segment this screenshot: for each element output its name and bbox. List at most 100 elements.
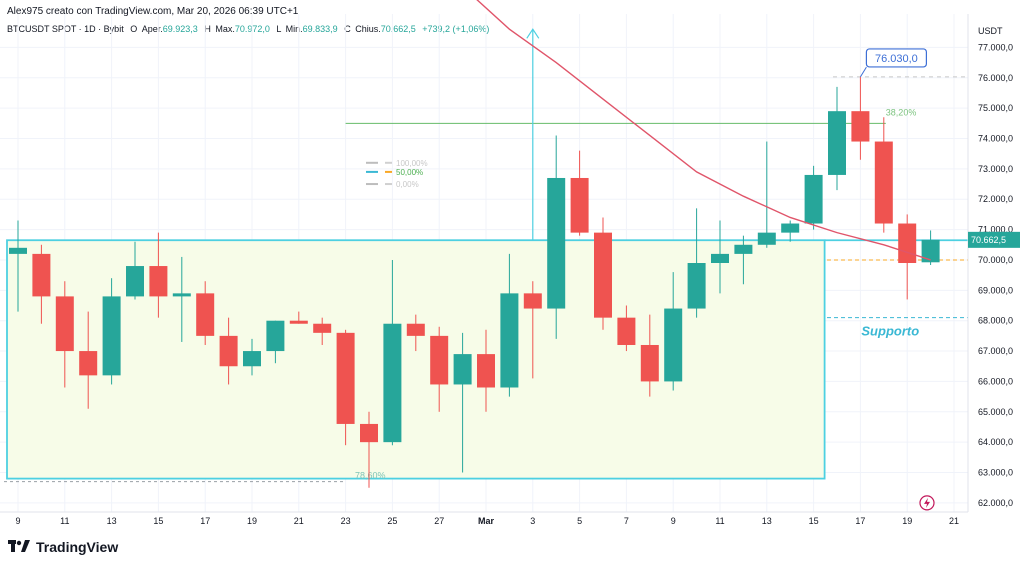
candle-body	[570, 177, 589, 233]
close-prefix: Chius.	[355, 24, 381, 34]
candle-body	[640, 344, 659, 382]
y-tick-label: 64.000,0	[978, 437, 1013, 447]
candle-body	[360, 423, 378, 443]
fib-786-label: 78,60%	[355, 471, 386, 481]
low-label: L	[276, 24, 282, 34]
candle-body	[313, 323, 332, 333]
close-value: 70.662,5	[380, 24, 416, 34]
x-tick-label: 11	[60, 516, 69, 526]
candle-body	[757, 232, 776, 245]
moving-average-line	[476, 0, 931, 261]
candle-body	[243, 351, 261, 367]
x-tick-label: 23	[341, 516, 351, 526]
x-tick-label: 11	[715, 516, 724, 526]
y-tick-label: 63.000,0	[978, 468, 1013, 478]
x-tick-label: 19	[902, 516, 912, 526]
candle-body	[406, 323, 425, 336]
x-tick-label: 9	[671, 516, 676, 526]
x-tick-label: 21	[294, 516, 304, 526]
x-tick-label: 21	[949, 516, 959, 526]
candle-body	[79, 351, 98, 376]
candle-body	[500, 293, 519, 388]
support-label: Supporto	[861, 324, 919, 339]
candle-body	[921, 239, 940, 263]
high-prefix: Max.	[215, 24, 235, 34]
x-tick-label: 17	[855, 516, 865, 526]
y-tick-label: 73.000,0	[978, 164, 1013, 174]
symbol-name[interactable]: BTCUSDT SPOT · 1D · Bybit	[7, 24, 124, 34]
x-tick-label: 3	[530, 516, 535, 526]
last-price-badge	[968, 231, 1020, 248]
x-tick-label: 15	[809, 516, 819, 526]
candle-body	[898, 223, 917, 263]
candle-body	[547, 177, 566, 309]
low-value: 69.833,9	[302, 24, 338, 34]
open-value: 69.923,3	[162, 24, 198, 34]
candle-body	[874, 141, 893, 224]
y-tick-label: 76.000,0	[978, 73, 1013, 83]
x-tick-label: 13	[107, 516, 117, 526]
candle-body	[219, 335, 238, 367]
y-tick-label: 65.000,0	[978, 407, 1013, 417]
candle-body	[851, 111, 870, 142]
x-tick-label: 13	[762, 516, 772, 526]
candle-body	[289, 320, 308, 324]
x-tick-label: 17	[200, 516, 210, 526]
candle-body	[664, 308, 683, 382]
candle-body	[266, 320, 285, 352]
candle-body	[196, 293, 215, 336]
close-label: C	[344, 24, 351, 34]
candle-body	[711, 253, 729, 263]
y-tick-label: 67.000,0	[978, 346, 1013, 356]
candle-body	[383, 323, 402, 443]
y-tick-label: 69.000,0	[978, 285, 1013, 295]
fib-legend-label: 100,00%	[396, 159, 428, 168]
x-tick-label: 15	[153, 516, 163, 526]
candle-body	[523, 293, 542, 309]
candle-body	[781, 223, 800, 233]
up-arrow-head-icon	[526, 28, 540, 39]
fib-382-label: 38,20%	[886, 107, 917, 117]
y-tick-label: 66.000,0	[978, 376, 1013, 386]
fib-legend-label: 50,00%	[396, 168, 423, 177]
creator-line: Alex975 creato con TradingView.com, Mar …	[7, 6, 299, 17]
candle-body	[687, 263, 706, 309]
y-tick-label: 68.000,0	[978, 316, 1013, 326]
candle-body	[828, 111, 846, 175]
y-tick-label: 72.000,0	[978, 194, 1013, 204]
change-value: +739,2 (+1,06%)	[422, 24, 490, 34]
x-tick-label: 19	[247, 516, 257, 526]
y-tick-label: 71.000,0	[978, 225, 1013, 235]
y-tick-label: 70.000,0	[978, 255, 1013, 265]
candle-body	[430, 335, 449, 385]
open-prefix: Aper.	[141, 24, 163, 34]
candle-body	[617, 317, 636, 345]
candle-body	[594, 232, 612, 318]
y-tick-label: 62.000,0	[978, 498, 1013, 508]
candles	[9, 76, 940, 488]
y-tick-label: 75.000,0	[978, 103, 1013, 113]
candle-body	[102, 296, 121, 376]
x-tick-label: 5	[577, 516, 582, 526]
candle-body	[172, 293, 191, 297]
candle-body	[477, 354, 495, 388]
high-callout-pointer	[859, 66, 867, 78]
candle-body	[453, 354, 472, 385]
candle-body	[336, 332, 355, 424]
x-tick-label: 27	[434, 516, 444, 526]
candle-body	[734, 244, 753, 254]
x-tick-label: Mar	[478, 516, 495, 526]
x-tick-label: 25	[387, 516, 397, 526]
tradingview-brand[interactable]: TradingView	[36, 539, 119, 555]
y-tick-label: 77.000,0	[978, 42, 1013, 52]
high-label: H	[204, 24, 211, 34]
candle-body	[32, 253, 51, 297]
candle-body	[126, 266, 144, 297]
candle-body	[149, 266, 168, 297]
high-callout-label: 76.030,0	[875, 53, 918, 65]
y-axis-title: USDT	[978, 26, 1003, 36]
open-label: O	[130, 24, 138, 34]
candle-body	[9, 247, 27, 254]
fib-legend-label: 0,00%	[396, 180, 419, 189]
